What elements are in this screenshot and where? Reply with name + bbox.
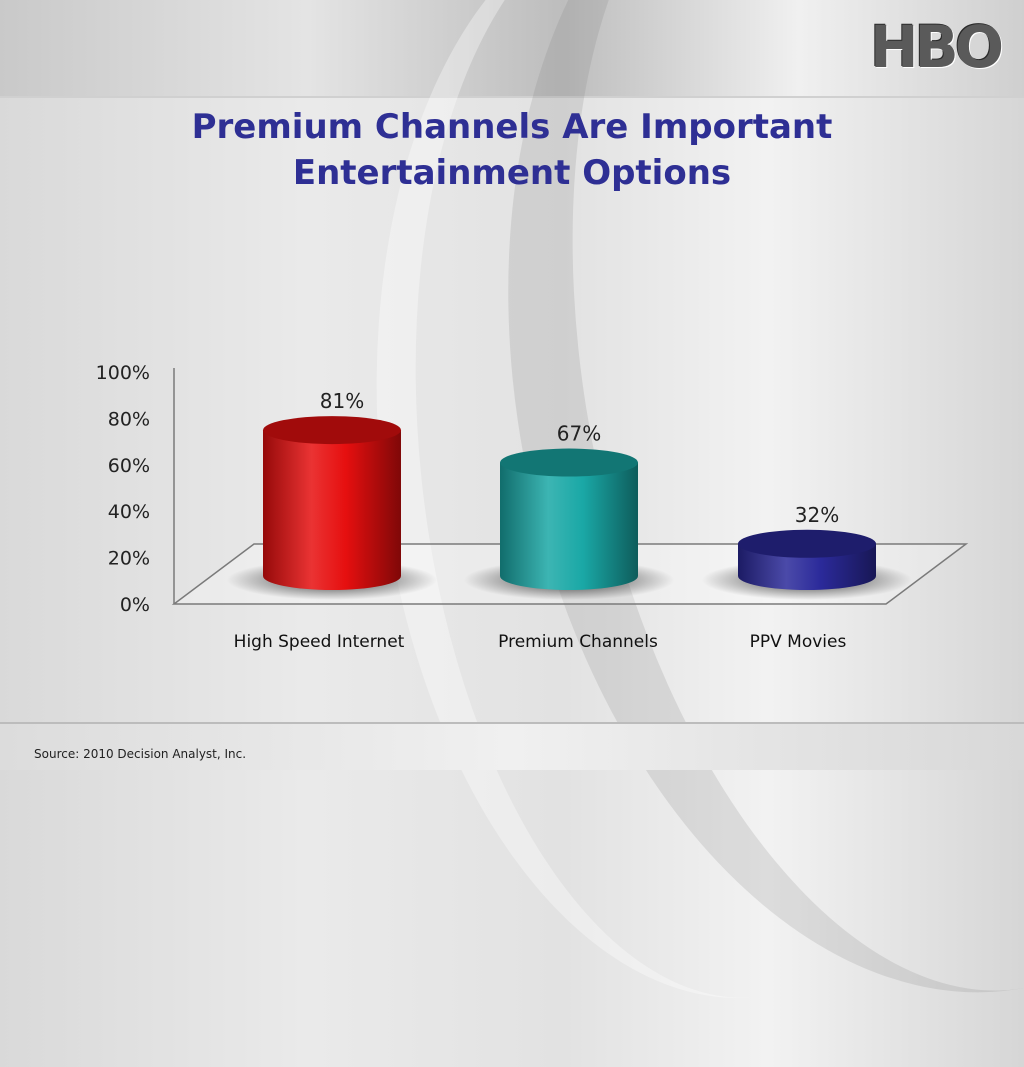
bar-2 (500, 462, 638, 590)
category-label-1: High Speed Internet (234, 632, 405, 652)
bars (263, 416, 876, 590)
category-label-2: Premium Channels (498, 632, 658, 652)
bottom-band (0, 722, 1024, 770)
slide-title: Premium Channels Are Important Entertain… (112, 104, 912, 196)
value-label-2: 67% (557, 422, 601, 446)
hbo-logo: HBO (869, 13, 1004, 81)
bar-top-2 (500, 448, 638, 477)
category-label-3: PPV Movies (750, 632, 847, 652)
y-tick-label: 60% (108, 455, 150, 477)
y-tick-label: 40% (108, 501, 150, 523)
slide-title-line-2: Entertainment Options (292, 153, 732, 193)
top-band (0, 0, 1024, 98)
y-tick-label: 100% (96, 362, 150, 384)
y-tick-label: 0% (120, 594, 150, 616)
slide-title-line-1: Premium Channels Are Important (191, 107, 833, 147)
value-label-1: 81% (320, 389, 364, 413)
y-tick-label: 20% (108, 548, 150, 570)
bar-chart: 0% 20% 40% 60% 80% 100% 81% High Speed Internet… (96, 362, 969, 652)
source-note: Source: 2010 Decision Analyst, Inc. (34, 747, 247, 761)
value-label-3: 32% (795, 503, 839, 527)
chart-labels: 0% 20% 40% 60% 80% 100% 81% High Speed Internet… (96, 362, 847, 652)
bar-top-3 (738, 529, 876, 558)
bar-top-1 (263, 416, 401, 445)
y-tick-label: 80% (108, 408, 150, 430)
bar-1 (263, 430, 401, 590)
